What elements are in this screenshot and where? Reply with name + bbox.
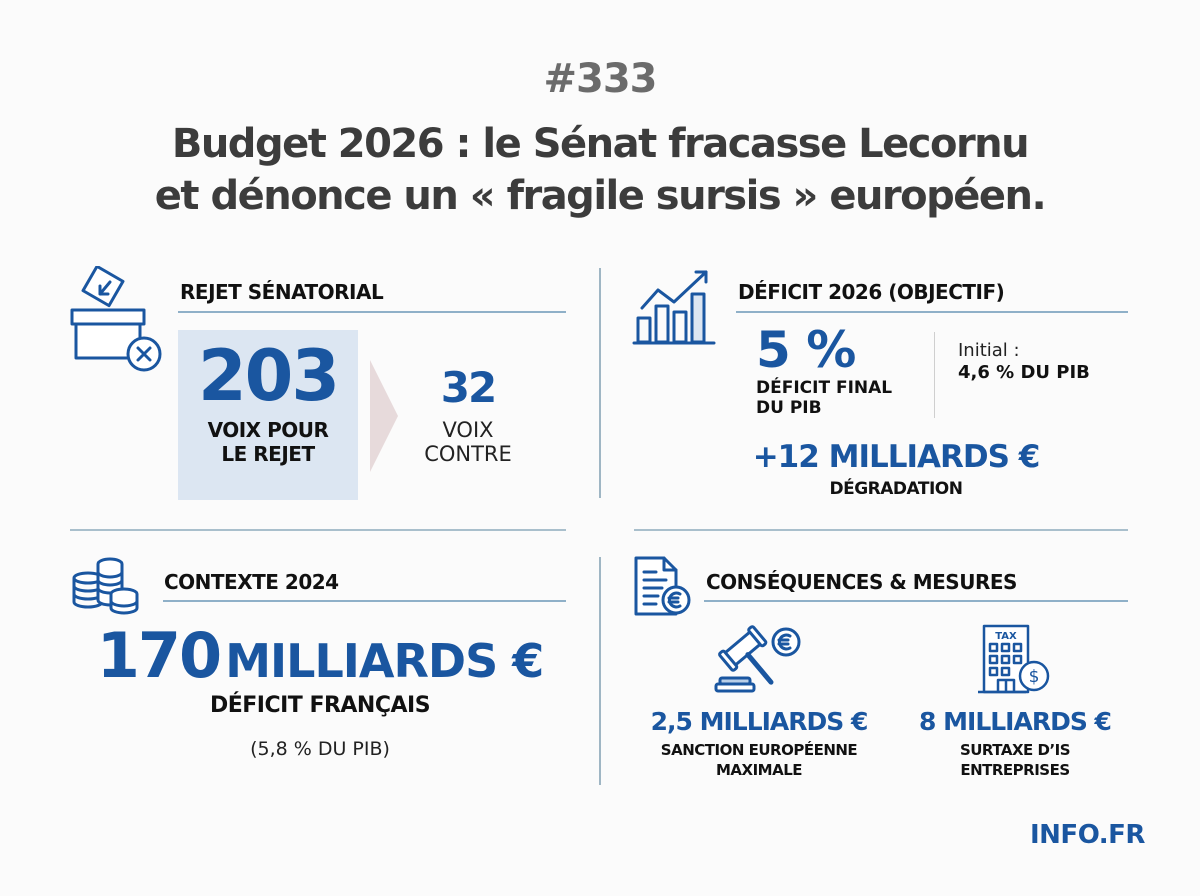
section-title-contexte: CONTEXTE 2024	[164, 570, 339, 594]
ballot-box-reject-icon	[70, 266, 162, 374]
vertical-divider-top	[599, 268, 601, 498]
coin-stacks-icon	[70, 556, 142, 616]
deficit-initial-label: Initial :	[958, 340, 1020, 361]
votes-pour-label-2: LE REJET	[221, 442, 315, 466]
contexte-value-number: 170	[96, 619, 222, 692]
issue-number: #333	[543, 56, 657, 102]
document-euro-icon	[632, 554, 692, 618]
surtaxe-label-2: ENTREPRISES	[960, 761, 1070, 779]
votes-pour-value: 203	[197, 335, 340, 417]
deficit-initial-value: 4,6 % DU PIB	[958, 362, 1090, 383]
surtaxe-value: 8 MILLIARDS €	[919, 707, 1112, 736]
votes-pour-label-1: VOIX POUR	[207, 418, 329, 442]
rising-bar-chart-icon	[632, 266, 716, 346]
section-title-deficit-2026: DÉFICIT 2026 (OBJECTIF)	[738, 280, 1005, 304]
contexte-value: 170 MILLIARDS €	[60, 620, 580, 697]
svg-text:$: $	[1029, 667, 1040, 687]
contexte-note: (5,8 % DU PIB)	[250, 738, 390, 760]
deficit-final-label-1: DÉFICIT FINAL	[756, 378, 893, 398]
section-title-consequences: CONSÉQUENCES & MESURES	[706, 570, 1017, 594]
deficit-final-value: 5 %	[756, 321, 856, 379]
arrow-divider	[370, 360, 398, 472]
deficit-final-label-2: DU PIB	[756, 398, 822, 418]
contexte-value-unit: MILLIARDS €	[225, 634, 544, 688]
section-rule	[704, 600, 1128, 602]
horizontal-separator-right	[634, 529, 1128, 531]
section-rule	[163, 600, 566, 602]
brand-logo: INFO.FR	[1030, 820, 1145, 850]
section-rule	[178, 311, 566, 313]
sanction-value: 2,5 MILLIARDS €	[650, 707, 869, 736]
section-rule	[736, 311, 1128, 313]
tax-building-dollar-icon: TAX $	[978, 624, 1054, 696]
sanction-label-2: MAXIMALE	[715, 761, 803, 779]
highlight-box-pour	[178, 330, 358, 500]
contexte-label: DÉFICIT FRANÇAIS	[209, 693, 431, 718]
headline-line-1: Budget 2026 : le Sénat fracasse Lecornu	[171, 121, 1030, 167]
headline-line-2: et dénonce un « fragile sursis » europée…	[154, 173, 1047, 219]
votes-contre-label-2: CONTRE	[424, 442, 512, 466]
tax-text: TAX	[995, 631, 1017, 642]
vertical-divider-bottom	[599, 557, 601, 785]
surtaxe-label-1: SURTAXE D’IS	[959, 741, 1071, 759]
horizontal-separator-left	[70, 529, 566, 531]
degradation-label: DÉGRADATION	[829, 479, 963, 499]
votes-contre-value: 32	[440, 363, 497, 412]
votes-contre-label-1: VOIX	[442, 418, 494, 442]
sanction-label-1: SANCTION EUROPÉENNE	[660, 741, 858, 759]
inner-divider	[934, 332, 935, 418]
degradation-value: +12 MILLIARDS €	[752, 439, 1041, 475]
section-title-rejet: REJET SÉNATORIAL	[180, 280, 384, 304]
gavel-euro-icon	[714, 622, 806, 694]
